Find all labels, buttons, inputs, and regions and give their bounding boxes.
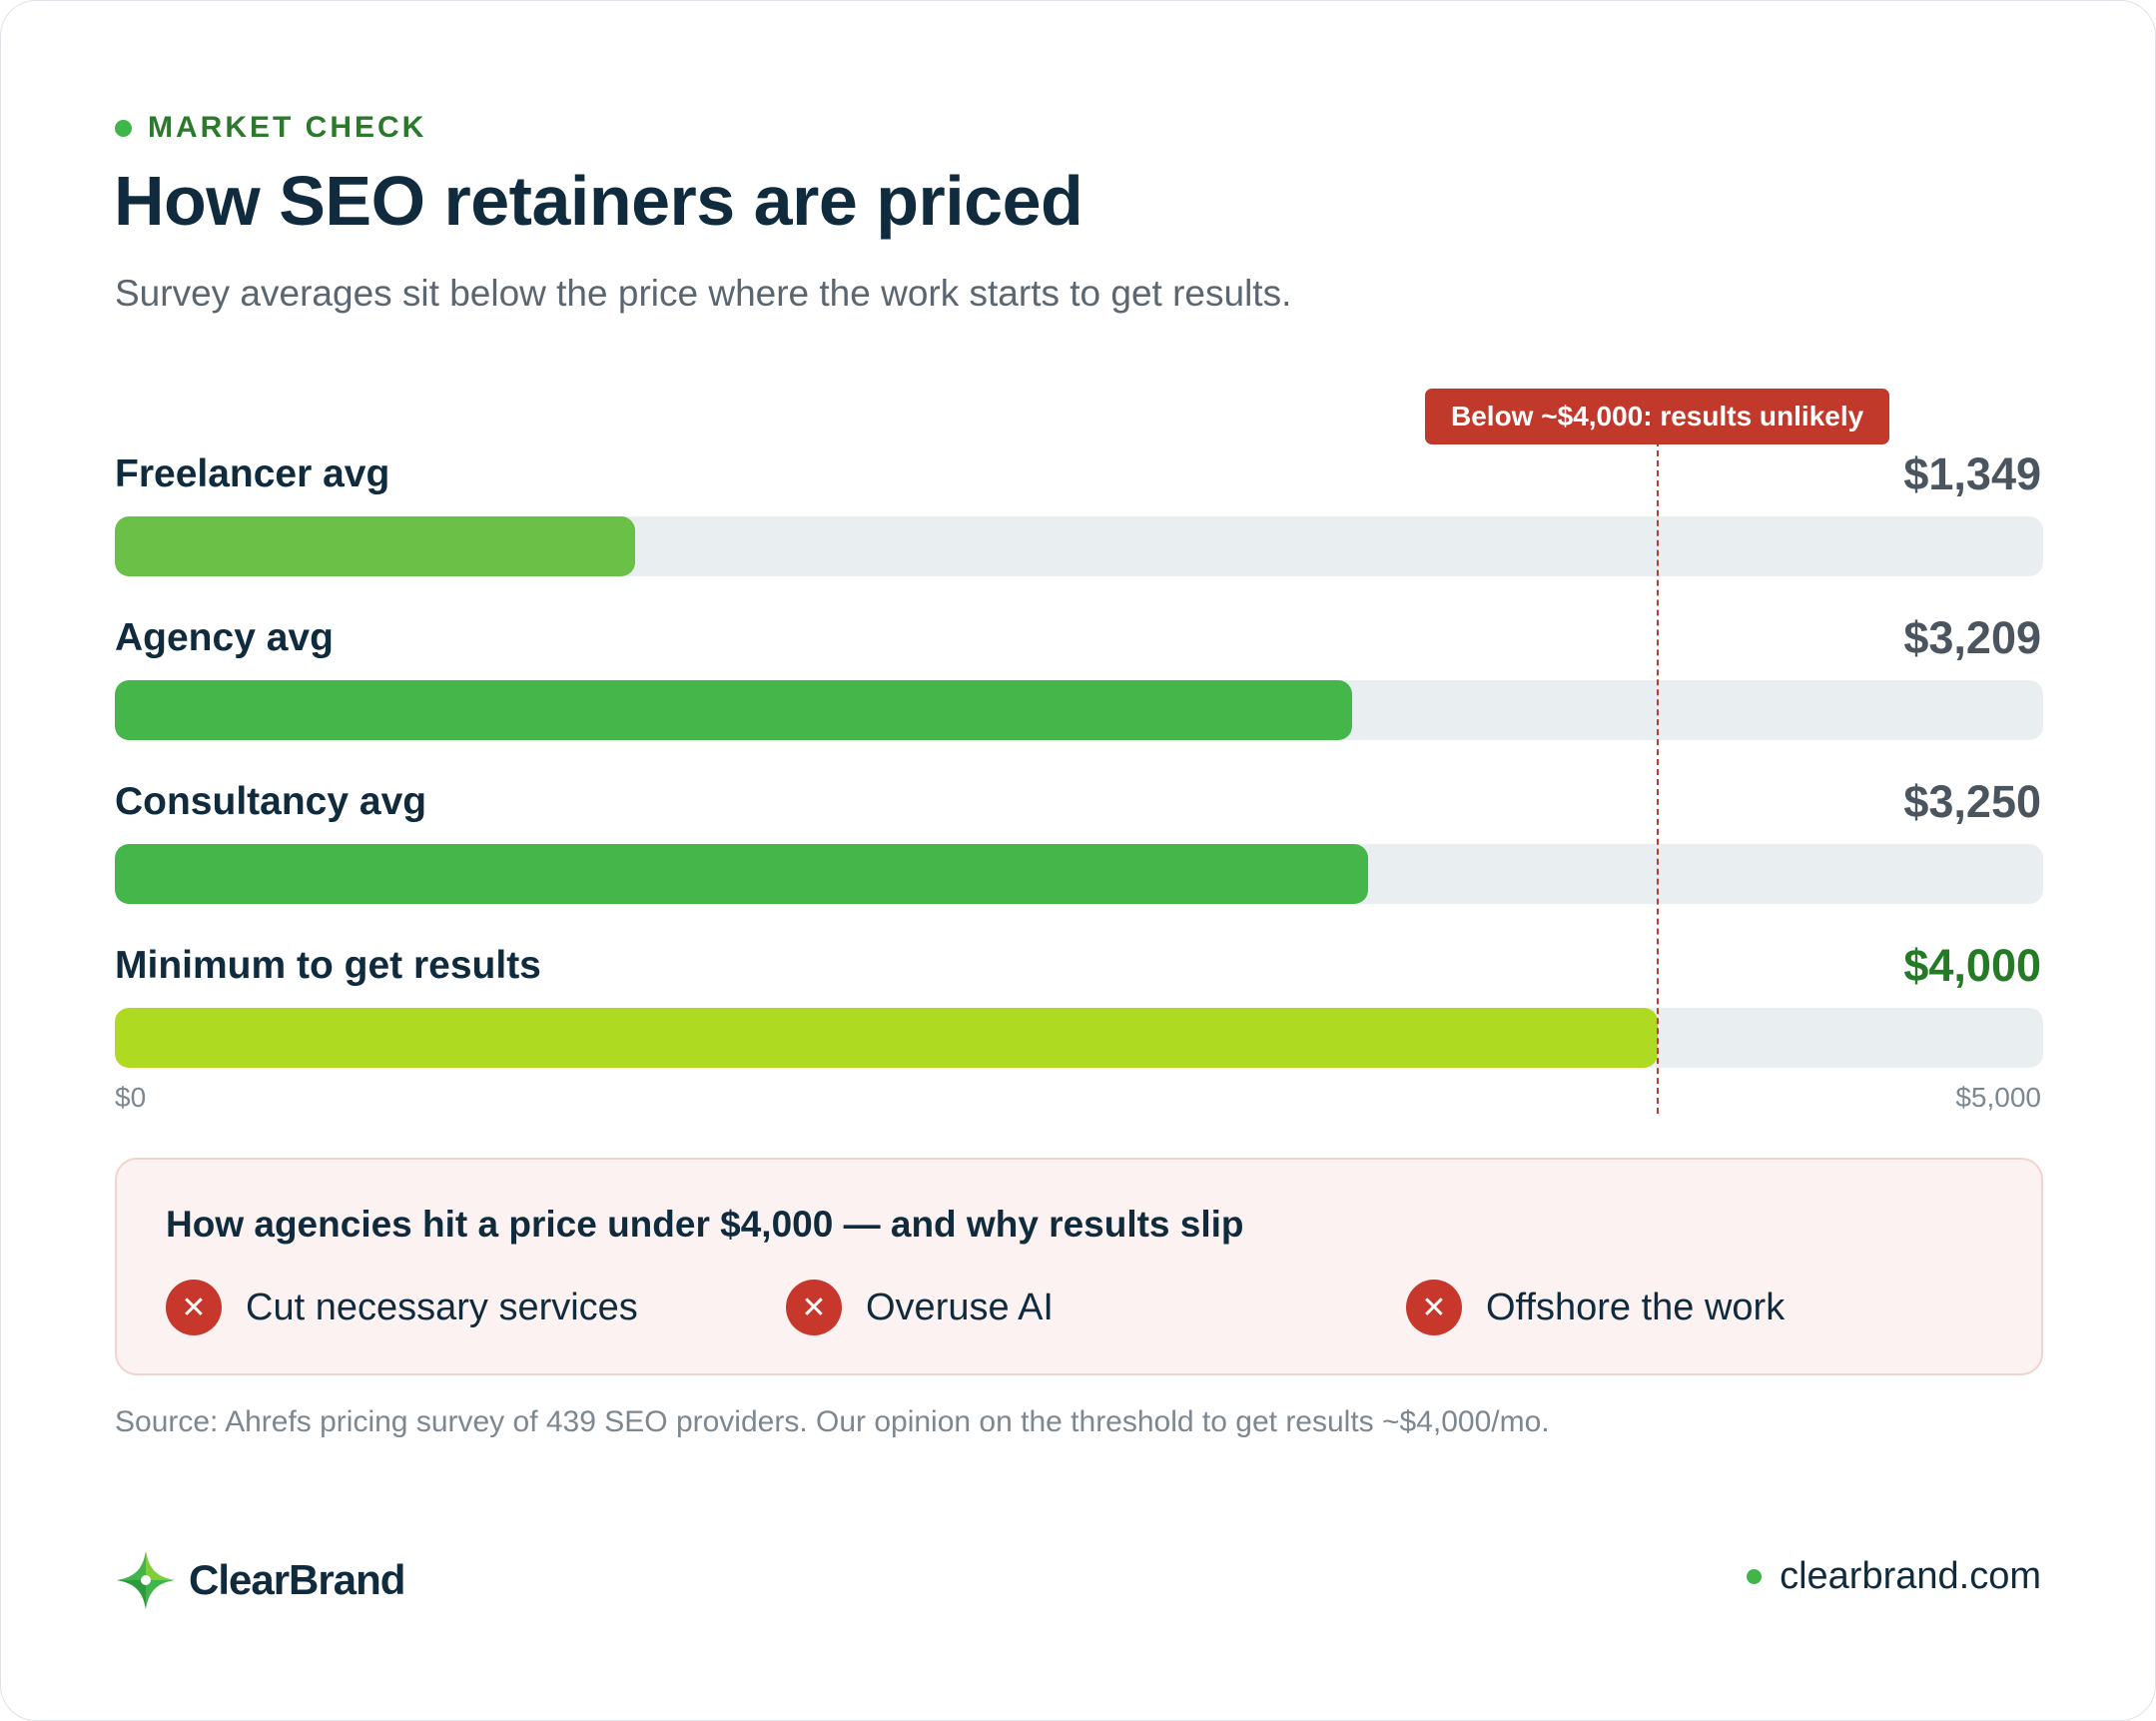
callout-item: ✕ Cut necessary services [166, 1280, 638, 1335]
callout-item: ✕ Offshore the work [1406, 1280, 1785, 1335]
bar-value-label: $1,349 [1903, 448, 2041, 499]
x-circle-icon: ✕ [1406, 1280, 1462, 1335]
source-note: Source: Ahrefs pricing survey of 439 SEO… [115, 1405, 1550, 1438]
page-title: How SEO retainers are priced [114, 162, 1083, 240]
x-circle-icon: ✕ [786, 1280, 842, 1335]
bar-label: Consultancy avg [115, 780, 427, 823]
threshold-badge: Below ~$4,000: results unlikely [1425, 389, 1890, 444]
page-subtitle: Survey averages sit below the price wher… [115, 273, 1292, 314]
eyebrow-label: MARKET CHECK [148, 111, 427, 144]
callout-item-label: Offshore the work [1486, 1286, 1786, 1328]
site-dot-icon [1747, 1569, 1763, 1584]
bar-value-label: $3,250 [1903, 776, 2041, 827]
callout-item: ✕ Overuse AI [786, 1280, 1054, 1335]
bar-label: Freelancer avg [115, 452, 390, 495]
bar [115, 680, 1353, 740]
axis-max-label: $5,000 [1955, 1082, 2041, 1113]
callout-item-label: Cut necessary services [246, 1286, 638, 1328]
site-link[interactable]: clearbrand.com [1747, 1555, 2041, 1598]
bar [115, 1008, 1658, 1068]
bar-track [115, 680, 2043, 740]
bar [115, 516, 635, 576]
eyebrow-dot-icon [115, 119, 132, 137]
bar-label: Minimum to get results [115, 944, 541, 987]
clearbrand-logo-icon [117, 1551, 175, 1609]
x-circle-icon: ✕ [166, 1280, 222, 1335]
bar-track [115, 844, 2043, 904]
bar-track [115, 1008, 2043, 1068]
bar-label: Agency avg [115, 616, 334, 659]
bar [115, 844, 1369, 904]
site-url: clearbrand.com [1780, 1555, 2041, 1597]
callout-item-label: Overuse AI [866, 1286, 1054, 1328]
bar-value-label: $3,209 [1903, 612, 2041, 663]
threshold-line [1656, 440, 1659, 1114]
brand-name: ClearBrand [189, 1556, 405, 1603]
brand-logo: ClearBrand [115, 1549, 405, 1611]
eyebrow: MARKET CHECK [115, 111, 426, 145]
callout-box: How agencies hit a price under $4,000 — … [115, 1158, 2043, 1375]
axis-min-label: $0 [115, 1082, 147, 1113]
bar-value-label: $4,000 [1903, 940, 2041, 991]
bar-track [115, 516, 2043, 576]
callout-title: How agencies hit a price under $4,000 — … [166, 1204, 1244, 1245]
